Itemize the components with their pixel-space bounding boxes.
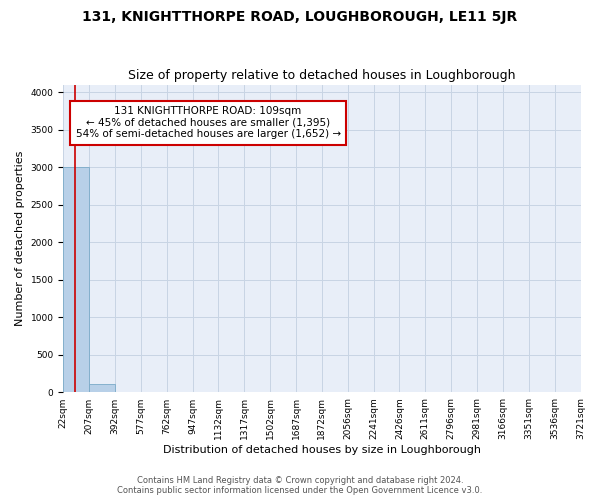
Title: Size of property relative to detached houses in Loughborough: Size of property relative to detached ho… [128,69,515,82]
Bar [89,384,115,392]
Text: Contains HM Land Registry data © Crown copyright and database right 2024.
Contai: Contains HM Land Registry data © Crown c… [118,476,482,495]
Y-axis label: Number of detached properties: Number of detached properties [15,151,25,326]
Text: 131, KNIGHTTHORPE ROAD, LOUGHBOROUGH, LE11 5JR: 131, KNIGHTTHORPE ROAD, LOUGHBOROUGH, LE… [82,10,518,24]
Text: 131 KNIGHTTHORPE ROAD: 109sqm
← 45% of detached houses are smaller (1,395)
54% o: 131 KNIGHTTHORPE ROAD: 109sqm ← 45% of d… [76,106,341,140]
Bar [63,167,89,392]
X-axis label: Distribution of detached houses by size in Loughborough: Distribution of detached houses by size … [163,445,481,455]
